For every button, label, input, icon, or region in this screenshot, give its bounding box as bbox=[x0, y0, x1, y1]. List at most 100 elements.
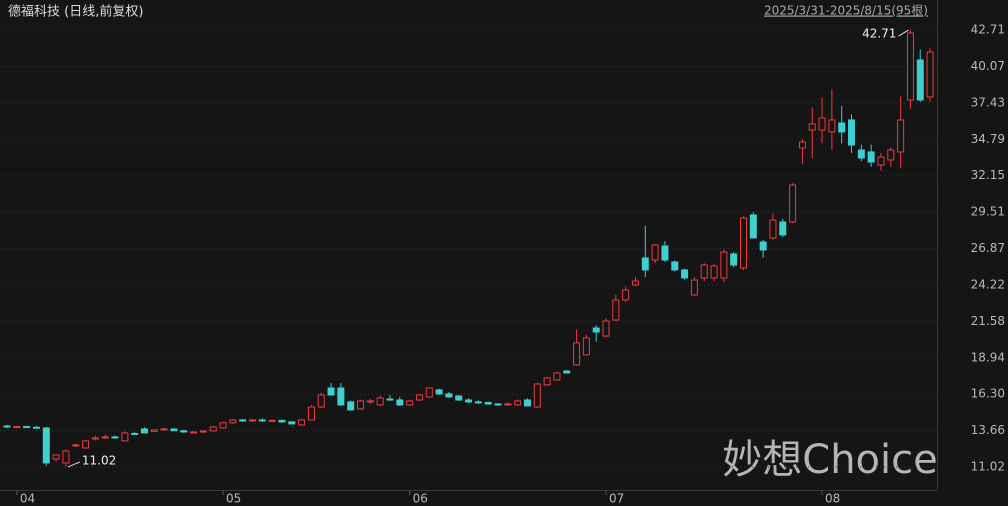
candle-body bbox=[867, 151, 875, 163]
candle-body bbox=[131, 432, 139, 435]
candle-body bbox=[229, 419, 237, 424]
y-tick-label: 18.94 bbox=[971, 350, 1005, 364]
candle-body bbox=[514, 400, 522, 406]
candle-body bbox=[160, 428, 168, 431]
candle-body bbox=[592, 327, 600, 333]
candle-body bbox=[877, 156, 885, 166]
candle-body bbox=[533, 383, 541, 408]
x-tick-label: 06 bbox=[413, 492, 428, 506]
candle-body bbox=[740, 217, 747, 269]
candle-body bbox=[808, 123, 816, 131]
candle-body bbox=[199, 430, 207, 433]
candle-body bbox=[239, 419, 247, 422]
candle-body bbox=[730, 253, 738, 266]
candle-body bbox=[779, 221, 787, 236]
candle-body bbox=[258, 419, 266, 422]
candle-body bbox=[101, 436, 109, 439]
y-tick-label: 24.22 bbox=[971, 277, 1005, 291]
candle-body bbox=[818, 117, 826, 131]
candle-body bbox=[150, 429, 158, 432]
candle-body bbox=[523, 399, 531, 407]
candle-body bbox=[347, 401, 355, 411]
y-tick-label: 42.71 bbox=[971, 23, 1005, 37]
candle-body bbox=[543, 377, 551, 386]
candle-body bbox=[887, 149, 895, 161]
y-tick-label: 13.66 bbox=[971, 423, 1005, 437]
candle-body bbox=[140, 428, 148, 434]
candle-body bbox=[926, 51, 934, 98]
candle-body bbox=[789, 184, 797, 223]
candle-body bbox=[661, 245, 669, 261]
candle-body bbox=[82, 440, 90, 449]
candle-body bbox=[602, 320, 610, 337]
candle-body bbox=[3, 425, 11, 428]
candle-body bbox=[170, 428, 178, 432]
candle-body bbox=[298, 419, 306, 426]
candle-body bbox=[622, 289, 630, 301]
candle-body bbox=[798, 141, 806, 149]
candle-body bbox=[474, 401, 482, 404]
candle-body bbox=[52, 454, 60, 460]
candle-body bbox=[828, 119, 836, 133]
candle-body bbox=[916, 59, 924, 101]
candle-body bbox=[897, 119, 905, 153]
low-arrow bbox=[67, 461, 81, 468]
chart-title: 德福科技 (日线,前复权) bbox=[8, 4, 143, 20]
candle-body bbox=[386, 398, 394, 401]
date-range: 2025/3/31-2025/8/15(95根) bbox=[764, 4, 928, 18]
candle-body bbox=[573, 342, 581, 366]
candle-body bbox=[504, 403, 512, 406]
candle-body bbox=[180, 430, 188, 433]
candle-body bbox=[32, 426, 40, 429]
candle-body bbox=[720, 251, 728, 279]
candle-body bbox=[23, 426, 31, 429]
candle-body bbox=[415, 394, 423, 401]
candle-body bbox=[13, 426, 21, 429]
candle-body bbox=[553, 372, 561, 381]
candle-body bbox=[631, 280, 639, 286]
y-tick-label: 32.15 bbox=[971, 168, 1005, 182]
y-tick-label: 16.30 bbox=[971, 387, 1005, 401]
low-label: 11.02 bbox=[82, 453, 116, 467]
candle-body bbox=[641, 257, 649, 271]
candle-body bbox=[72, 444, 80, 447]
x-tick-label: 04 bbox=[20, 492, 35, 506]
y-tick-label: 37.43 bbox=[971, 95, 1005, 109]
candle-body bbox=[209, 426, 217, 432]
candle-body bbox=[700, 264, 708, 279]
candle-body bbox=[278, 419, 286, 423]
candle-body bbox=[249, 419, 256, 422]
y-tick-label: 40.07 bbox=[971, 59, 1005, 73]
candle-body bbox=[357, 400, 365, 410]
candle-body bbox=[455, 395, 463, 401]
candle-body bbox=[376, 397, 384, 406]
candle-body bbox=[406, 400, 414, 406]
candle-body bbox=[838, 122, 846, 133]
candle-body bbox=[62, 450, 70, 464]
candle-body bbox=[710, 265, 718, 279]
candle-body bbox=[435, 389, 443, 395]
candle-body bbox=[906, 32, 914, 101]
candle-body bbox=[484, 401, 492, 405]
candle-body bbox=[121, 432, 129, 442]
candle-body bbox=[445, 393, 453, 398]
candle-body bbox=[690, 279, 698, 296]
watermark: 妙想Choice bbox=[722, 437, 937, 483]
candle-body bbox=[396, 399, 404, 406]
candle-body bbox=[465, 399, 473, 403]
candle-body bbox=[749, 214, 757, 239]
candle-body bbox=[582, 337, 590, 356]
candle-body bbox=[219, 422, 227, 429]
x-tick-label: 05 bbox=[226, 492, 241, 506]
candle-body bbox=[42, 427, 50, 464]
y-tick-label: 26.87 bbox=[971, 241, 1005, 255]
candle-body bbox=[425, 387, 433, 398]
candle-body bbox=[337, 387, 345, 406]
candle-body bbox=[681, 269, 689, 279]
candle-body bbox=[190, 431, 198, 434]
candle-body bbox=[111, 436, 119, 439]
high-arrow bbox=[898, 29, 909, 37]
x-tick-label: 07 bbox=[609, 492, 624, 506]
